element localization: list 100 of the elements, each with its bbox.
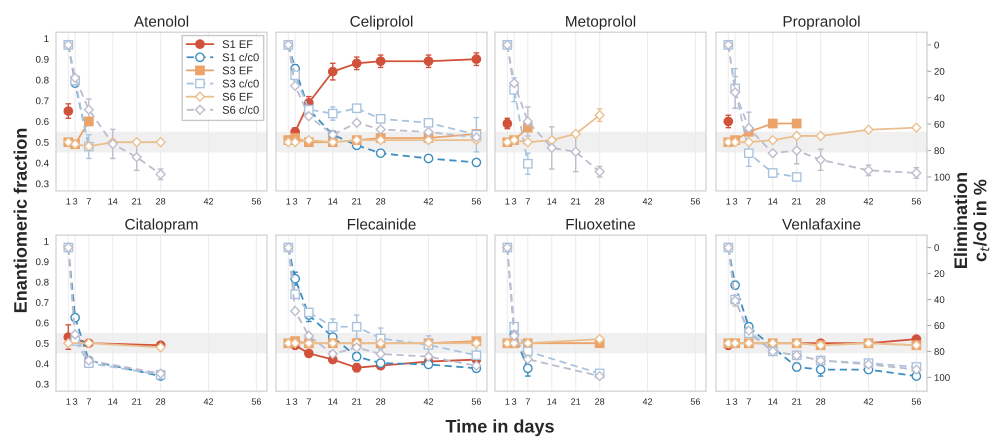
legend-label: S3 EF <box>222 66 253 74</box>
legend-label: S6 EF <box>222 92 253 101</box>
x-tick-label: 42 <box>204 398 214 405</box>
y2-tick-label: 40 <box>934 296 944 304</box>
x-tick-label: 21 <box>792 398 802 405</box>
x-tick-label: 56 <box>912 398 922 405</box>
chart-title: Celiprolol <box>350 16 412 30</box>
y-tick-label: 0.7 <box>36 299 49 306</box>
x-tick-label: 14 <box>108 398 118 405</box>
y2-tick-label: 100 <box>934 374 950 382</box>
x-tick-label: 14 <box>768 198 778 204</box>
x-tick-label: 56 <box>912 198 922 205</box>
x-tick-label: 1 <box>505 398 510 405</box>
chart-title: Venlafaxine <box>782 218 860 230</box>
x-tick-label: 3 <box>512 398 516 405</box>
x-tick-label: 21 <box>571 398 580 405</box>
x-tick-label: 7 <box>746 398 751 405</box>
y-tick-label: 0.8 <box>36 278 49 286</box>
x-tick-label: 56 <box>690 398 700 405</box>
x-tick-label: 28 <box>816 398 826 405</box>
x-tick-label: 1 <box>726 198 730 204</box>
legend-label: S1 c/c0 <box>222 53 259 62</box>
y-tick-label: 0.3 <box>36 380 49 388</box>
x-tick-label: 21 <box>132 398 142 405</box>
x-tick-label: 42 <box>424 398 434 405</box>
x-tick-label: 3 <box>292 198 298 205</box>
x-tick-label: 7 <box>86 398 91 405</box>
x-tick-label: 3 <box>732 198 738 205</box>
x-tick-label: 3 <box>512 198 516 205</box>
x-tick-label: 14 <box>547 198 557 204</box>
y2-tick-label: 60 <box>934 120 944 128</box>
x-tick-label: 28 <box>376 198 386 205</box>
x-tick-label: 14 <box>108 198 118 204</box>
x-tick-label: 42 <box>642 198 652 204</box>
y-tick-label: 0.5 <box>36 340 49 347</box>
legend-label: S3 c/c0 <box>222 79 259 88</box>
chart-title: Fluoxetine <box>566 218 636 230</box>
y2-tick-label: 60 <box>934 322 944 330</box>
y2-tick-label: 100 <box>934 174 950 181</box>
y2-axis-title: Elimination c$_{t}$/c0 in % <box>954 172 990 268</box>
legend-label: S1 EF <box>222 40 253 48</box>
x-tick-label: 1 <box>286 198 290 204</box>
x-tick-label: 28 <box>595 398 604 405</box>
x-tick-label: 28 <box>816 198 826 205</box>
chart-title: Atenolol <box>134 16 188 27</box>
legend-label: S6 c/c0 <box>222 106 259 114</box>
x-tick-label: 7 <box>746 198 751 204</box>
x-tick-label: 56 <box>252 198 262 205</box>
x-tick-label: 1 <box>66 398 70 405</box>
y-tick-label: 0.3 <box>36 180 49 188</box>
chart-title: Citalopram <box>125 218 198 233</box>
y-tick-label: 0.6 <box>36 118 49 126</box>
x-tick-label: 42 <box>864 398 874 405</box>
x-tick-label: 1 <box>726 398 730 405</box>
x-tick-label: 7 <box>86 198 91 204</box>
x-tick-label: 56 <box>472 198 482 205</box>
y2-tick-label: 80 <box>934 348 944 356</box>
x-tick-label: 42 <box>642 398 652 405</box>
y2-tick-label: 0 <box>934 244 939 252</box>
chart-title: Metoprolol <box>566 16 636 30</box>
x-tick-label: 7 <box>306 198 311 204</box>
y2-tick-label: 20 <box>934 270 944 278</box>
y-tick-label: 0.7 <box>36 97 49 104</box>
x-tick-label: 14 <box>768 398 778 405</box>
y2-tick-label: 20 <box>934 68 944 75</box>
y-axis-title: Enantiomeric fraction <box>14 128 27 312</box>
x-tick-label: 1 <box>66 198 70 204</box>
x-tick-label: 7 <box>306 398 311 405</box>
y-tick-label: 0.6 <box>36 320 49 326</box>
y-tick-label: 0.9 <box>36 56 49 63</box>
x-tick-label: 56 <box>690 198 700 205</box>
y2-tick-label: 80 <box>934 147 944 154</box>
y-tick-label: 0.4 <box>36 160 49 167</box>
chart-title: Flecainide <box>348 218 416 230</box>
y-tick-label: 1 <box>44 35 49 42</box>
y2-tick-label: 0 <box>934 42 939 48</box>
x-tick-label: 14 <box>547 398 557 405</box>
x-tick-label: 28 <box>376 398 386 405</box>
x-tick-label: 7 <box>526 198 530 204</box>
y-tick-label: 0.5 <box>36 138 49 146</box>
x-tick-label: 21 <box>132 198 142 204</box>
x-tick-label: 21 <box>352 198 362 204</box>
x-tick-label: 7 <box>526 398 530 405</box>
x-tick-label: 14 <box>328 198 338 204</box>
x-tick-label: 21 <box>792 198 802 204</box>
x-tick-label: 42 <box>864 198 874 204</box>
x-tick-label: 28 <box>156 398 166 405</box>
x-tick-label: 56 <box>472 398 482 405</box>
chart-title: Propranolol <box>784 16 860 30</box>
y2-tick-label: 40 <box>934 94 944 102</box>
x-tick-label: 1 <box>286 398 290 405</box>
x-tick-label: 3 <box>292 398 298 405</box>
x-tick-label: 28 <box>595 198 604 205</box>
y-tick-label: 0.9 <box>36 258 49 266</box>
y-tick-label: 0.4 <box>36 360 49 368</box>
x-tick-label: 28 <box>156 198 166 205</box>
x-tick-label: 14 <box>328 398 338 405</box>
x-tick-label: 21 <box>571 198 580 204</box>
x-axis-title: Time in days <box>446 419 554 436</box>
y-tick-label: 0.8 <box>36 76 49 84</box>
